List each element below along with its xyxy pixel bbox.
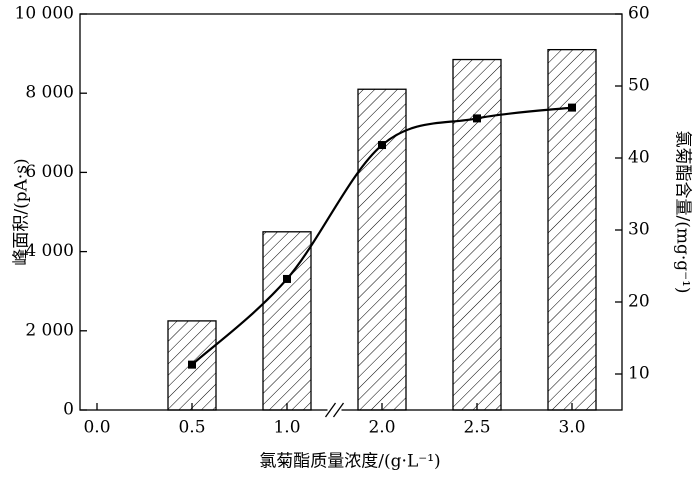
x-tick-label: 0.5 [178,418,205,438]
x-tick-label: 3.0 [558,418,585,438]
y-tick-label: 6 000 [25,162,74,182]
y-tick-label: 10 000 [15,4,74,24]
fit-line [191,106,573,366]
y-tick-label: 8 000 [25,83,74,103]
bar [357,88,407,411]
point [283,274,291,283]
axis-break [324,402,337,418]
point [378,141,386,150]
y-tick-label: 0 [63,400,74,420]
axis-break [332,402,345,418]
point [568,103,576,112]
y2-axis-title: 氯菊酯含量/(mg·g⁻¹) [673,130,693,293]
x-tick-label: 2.5 [463,418,490,438]
x-axis-title: 氯菊酯质量浓度/(g·L⁻¹) [259,452,440,472]
y2-tick-label: 50 [628,76,650,96]
y2-tick-label: 30 [628,220,650,240]
y2-tick-label: 40 [628,148,650,168]
y2-tick-label: 60 [628,4,650,24]
x-tick-label: 1.0 [273,418,300,438]
y-tick-label: 2 000 [25,320,74,340]
bar [452,58,502,411]
x-tick-label: 2.0 [368,418,395,438]
y-tick-label: 4 000 [25,241,74,261]
point [473,114,481,123]
axis-break-gap [327,407,342,413]
y2-tick-label: 10 [628,364,650,384]
x-tick-label: 0.0 [83,418,110,438]
plot-frame [79,13,623,411]
point [188,360,196,369]
bar [262,231,312,411]
y-axis-title: 峰面积/(pA·s) [12,158,32,265]
y2-tick-label: 20 [628,292,650,312]
